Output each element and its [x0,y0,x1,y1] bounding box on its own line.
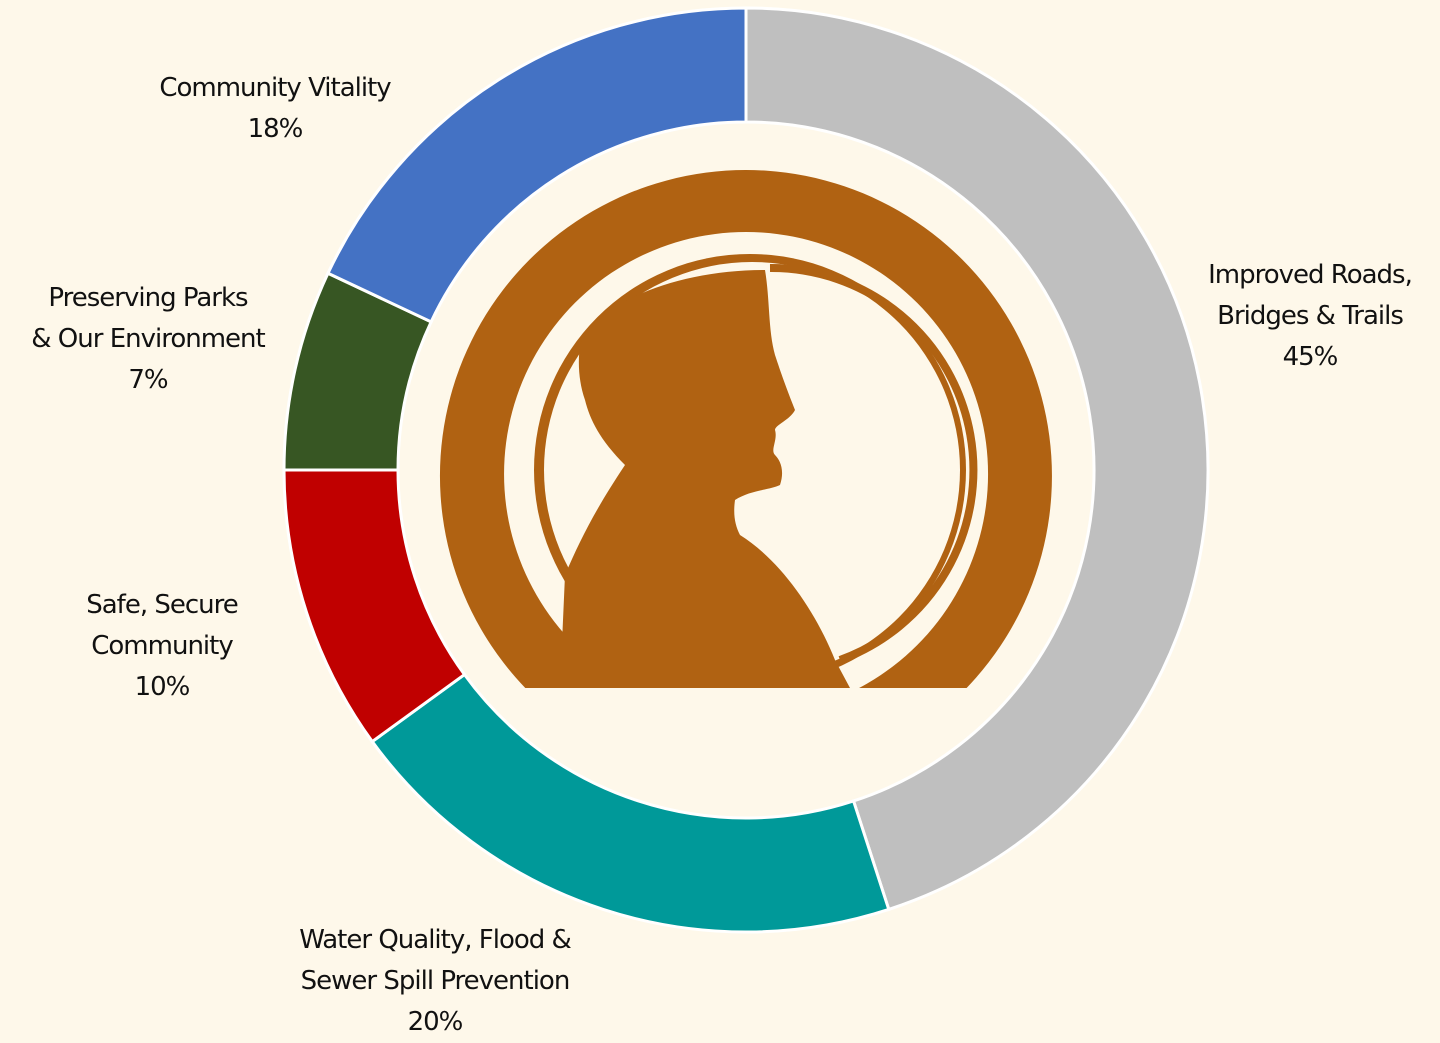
value-label: 10% [0,667,372,708]
category-name: Improved Roads, Bridges & Trails [1100,255,1440,337]
value-label: 20% [225,1002,645,1043]
value-label: 45% [1100,337,1440,378]
category-name: Water Quality, Flood & Sewer Spill Preve… [225,920,645,1002]
category-name: Safe, Secure Community [0,585,372,667]
category-name: Preserving Parks & Our Environment [0,278,358,360]
donut-slice [372,675,889,932]
emblem [440,170,1052,782]
chart [0,0,1440,1035]
value-label: 18% [65,109,485,150]
page: Improved Roads, Bridges & Trails45% Water… [0,0,1440,1035]
value-label: 7% [0,360,358,401]
slice-label: Water Quality, Flood & Sewer Spill Preve… [225,920,645,1043]
category-name: Community Vitality [65,68,485,109]
